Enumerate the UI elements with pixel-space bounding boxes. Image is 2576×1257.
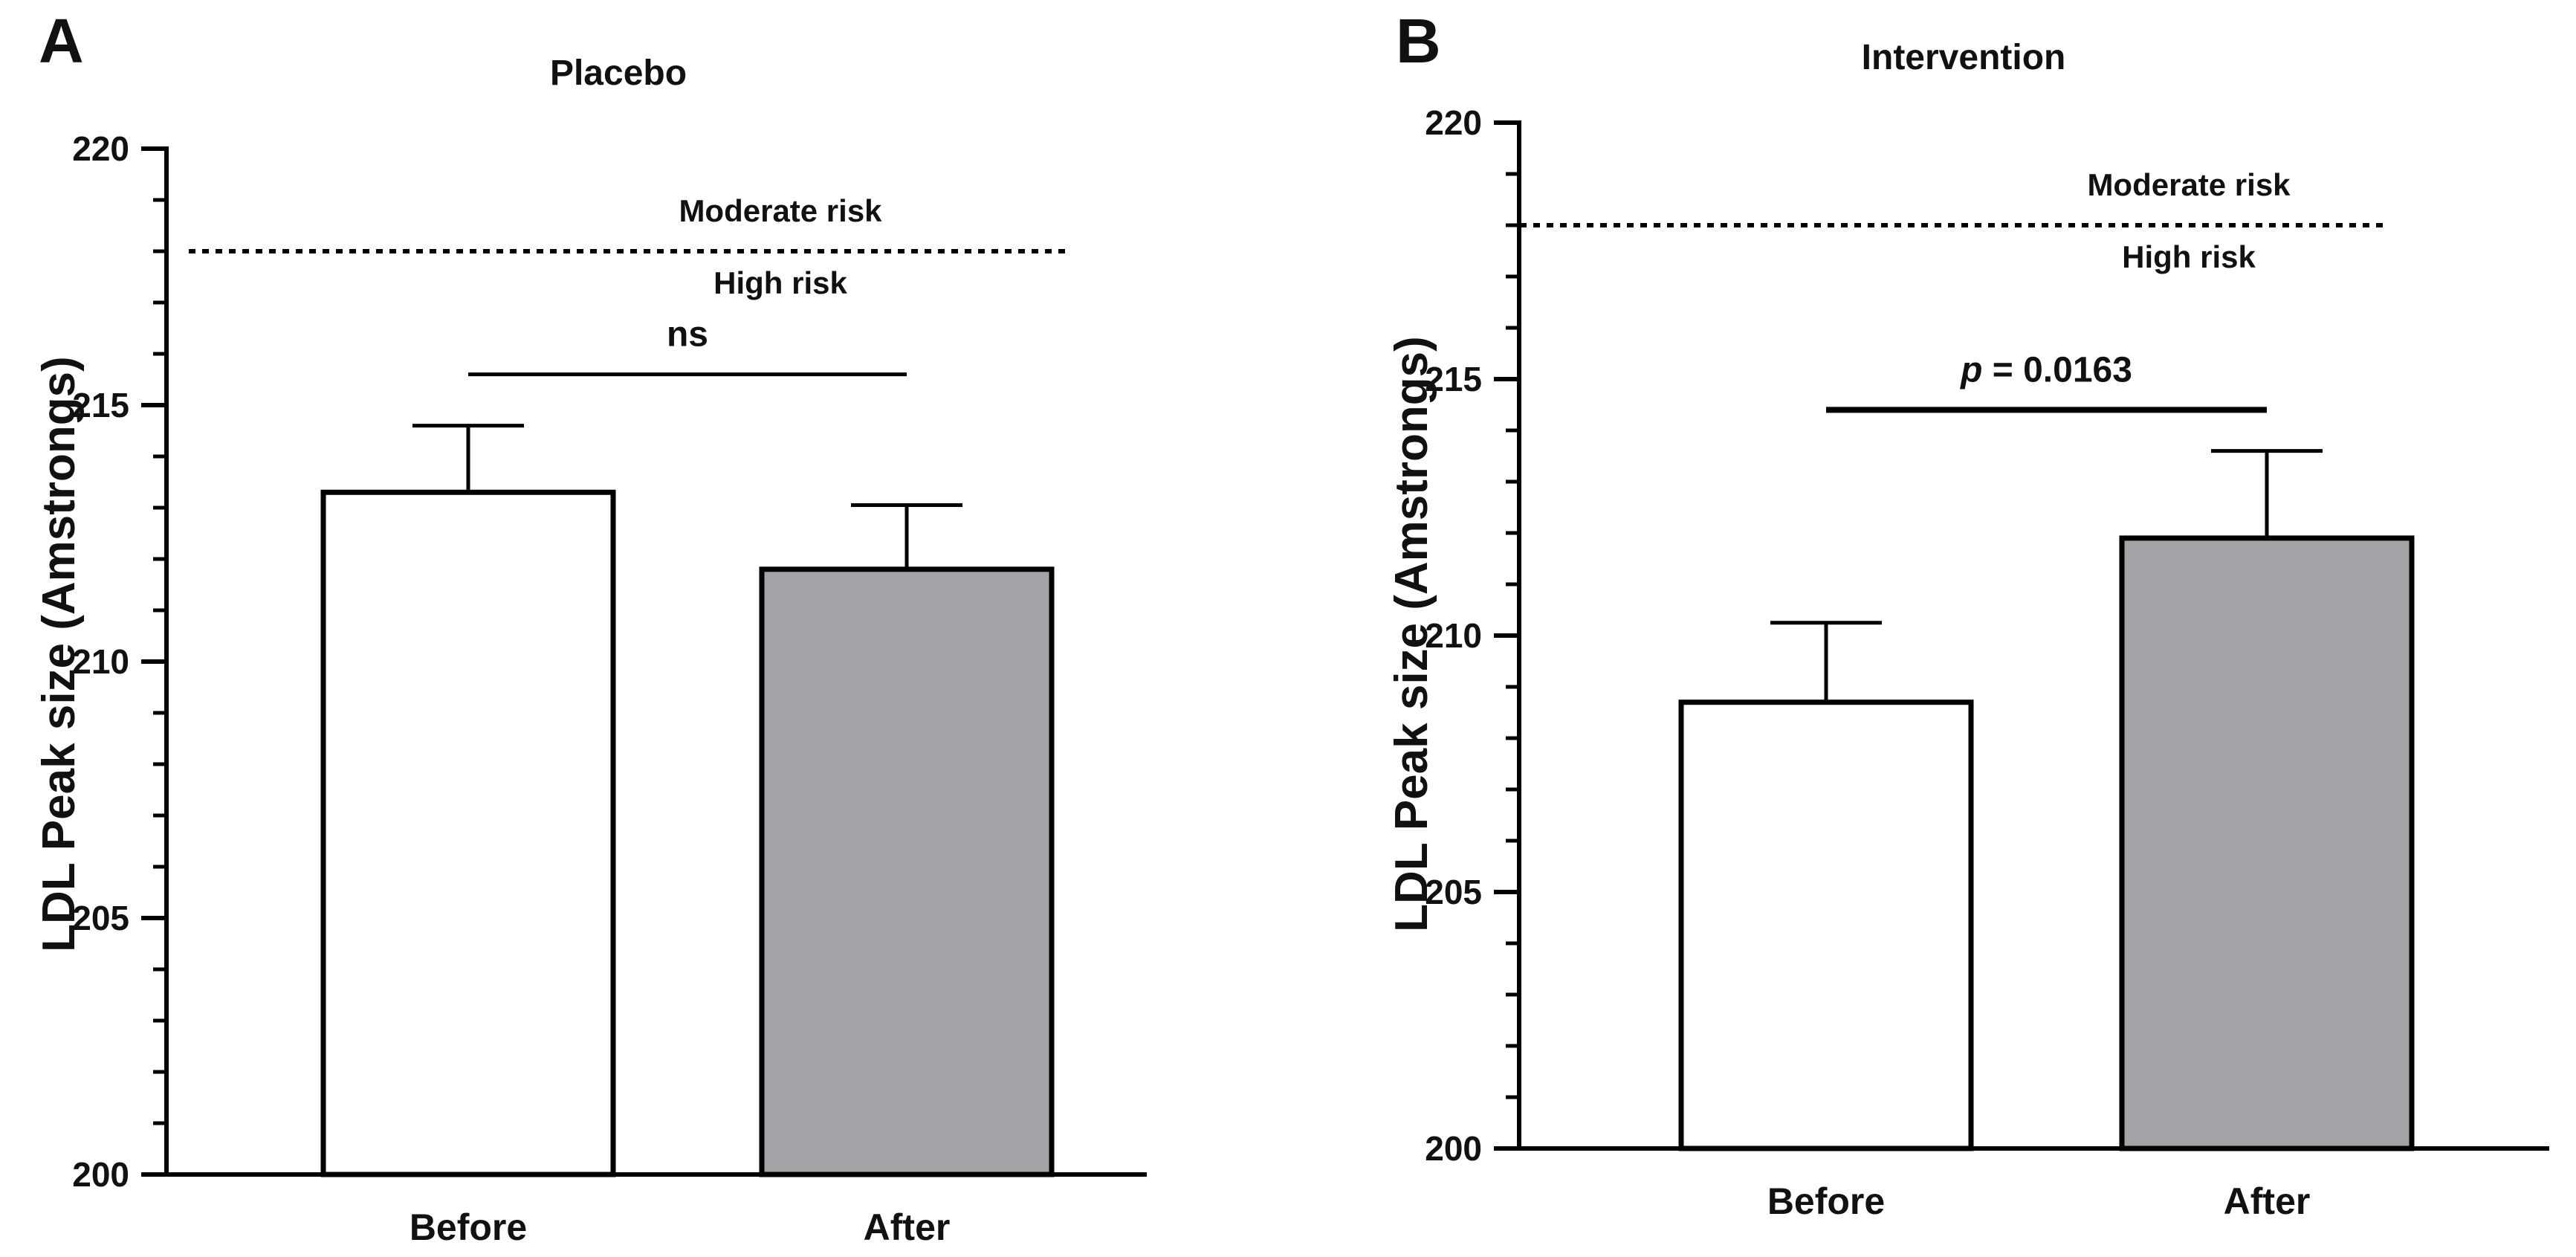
reference-label-above: Moderate risk	[679, 193, 882, 228]
bar-before	[320, 489, 616, 1177]
y-tick-label: 215	[72, 386, 129, 424]
y-tick-label: 220	[72, 129, 129, 168]
x-categories: Before After	[410, 1206, 951, 1248]
bar-after	[2119, 535, 2415, 1151]
reference-line-group: Moderate risk High risk	[189, 193, 1067, 300]
y-tick-label: 215	[1425, 360, 1482, 398]
panel-letter: A	[39, 6, 84, 76]
y-axis-label: LDL Peak size (Amstrongs)	[33, 356, 85, 952]
x-category-label: After	[2224, 1180, 2311, 1222]
x-category-label: Before	[410, 1206, 527, 1248]
reference-label-above: Moderate risk	[2087, 167, 2291, 202]
y-axis-label: LDL Peak size (Amstrongs)	[1386, 336, 1437, 932]
panel-letter: B	[1396, 6, 1441, 76]
y-tick-label: 200	[72, 1155, 129, 1194]
x-categories: Before After	[1767, 1180, 2311, 1222]
significance-group: p = 0.0163	[1826, 350, 2267, 413]
bar-after	[759, 566, 1055, 1177]
significance-group: ns	[468, 315, 907, 377]
significance-text: ns	[667, 315, 708, 355]
chart-title: Placebo	[550, 54, 687, 93]
axes	[1517, 120, 2549, 1151]
panel-b: B Intervention LDL Peak size (Amstrongs)…	[1386, 6, 2549, 1222]
axes	[164, 146, 1147, 1177]
y-tick-label: 200	[1425, 1129, 1482, 1168]
significance-label: p = 0.0163	[1959, 350, 2132, 390]
bars	[320, 424, 1055, 1177]
significance-label: ns	[667, 315, 708, 355]
y-ticks: 200 205 210 215 220	[1425, 103, 1519, 1168]
panel-a: A Placebo LDL Peak size (Amstrongs) 2002…	[33, 6, 1147, 1248]
reference-line-group: Moderate risk High risk	[1520, 167, 2386, 274]
y-tick-label: 210	[72, 642, 129, 681]
significance-p: p	[1959, 350, 1982, 390]
significance-text: = 0.0163	[1982, 350, 2132, 390]
reference-label-below: High risk	[713, 265, 847, 300]
y-tick-label: 210	[1425, 616, 1482, 655]
chart-title: Intervention	[1862, 38, 2066, 77]
y-tick-label: 205	[72, 899, 129, 937]
y-tick-label: 220	[1425, 103, 1482, 142]
bars	[1678, 449, 2415, 1151]
y-tick-label: 205	[1425, 873, 1482, 911]
x-category-label: Before	[1767, 1180, 1885, 1222]
reference-label-below: High risk	[2122, 239, 2256, 274]
bar-before	[1678, 699, 1974, 1151]
x-category-label: After	[864, 1206, 951, 1248]
y-ticks: 200 205 210 215 220	[72, 129, 166, 1194]
